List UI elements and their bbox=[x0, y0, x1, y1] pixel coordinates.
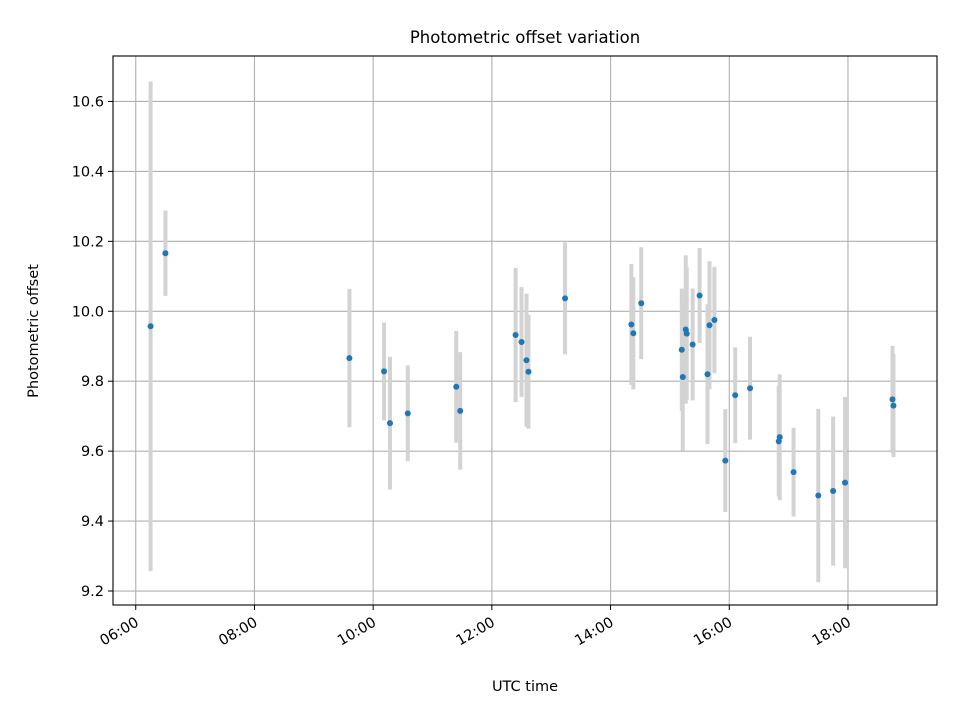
y-tick-label: 9.8 bbox=[81, 374, 104, 390]
data-point bbox=[525, 368, 532, 375]
data-point bbox=[512, 332, 519, 339]
data-point bbox=[386, 420, 393, 427]
plot-frame bbox=[112, 55, 938, 606]
data-point bbox=[747, 385, 754, 392]
data-point bbox=[790, 469, 797, 476]
data-point bbox=[732, 392, 739, 399]
data-point bbox=[889, 396, 896, 403]
data-point bbox=[630, 330, 637, 337]
y-tick-label: 10.2 bbox=[72, 234, 104, 250]
data-point bbox=[523, 357, 530, 364]
data-point bbox=[776, 434, 783, 441]
chart-title: Photometric offset variation bbox=[410, 28, 640, 47]
y-tick-label: 9.6 bbox=[81, 444, 104, 460]
data-point bbox=[562, 295, 569, 302]
data-point bbox=[162, 250, 169, 257]
data-point bbox=[830, 488, 837, 495]
y-axis-label: Photometric offset bbox=[26, 264, 42, 398]
x-axis-label: UTC time bbox=[492, 679, 558, 695]
data-point bbox=[706, 322, 713, 329]
y-tick-label: 9.2 bbox=[81, 584, 104, 600]
data-point bbox=[679, 374, 686, 381]
data-point bbox=[628, 321, 635, 328]
data-point bbox=[722, 457, 729, 464]
data-point bbox=[683, 330, 690, 337]
data-point bbox=[678, 346, 685, 353]
data-point bbox=[638, 300, 645, 307]
data-point bbox=[815, 492, 822, 499]
data-point bbox=[696, 292, 703, 299]
data-point bbox=[518, 339, 525, 346]
y-tick-label: 9.4 bbox=[81, 514, 104, 530]
y-tick-label: 10.0 bbox=[72, 304, 104, 320]
data-point bbox=[842, 479, 849, 486]
data-point bbox=[711, 317, 718, 324]
y-axis-ticks: 9.2 9.4 9.6 9.8 10.0 10.2 10.4 10.6 bbox=[72, 94, 113, 600]
data-point bbox=[704, 371, 711, 378]
data-point bbox=[147, 323, 154, 330]
data-point bbox=[457, 407, 464, 414]
data-point bbox=[890, 402, 897, 409]
data-point bbox=[346, 355, 353, 362]
data-point bbox=[689, 341, 696, 348]
y-tick-label: 10.6 bbox=[72, 94, 104, 110]
data-point bbox=[453, 383, 460, 390]
point-layer bbox=[147, 250, 897, 499]
y-tick-label: 10.4 bbox=[72, 164, 104, 180]
data-point bbox=[381, 368, 388, 375]
data-point bbox=[404, 410, 411, 417]
